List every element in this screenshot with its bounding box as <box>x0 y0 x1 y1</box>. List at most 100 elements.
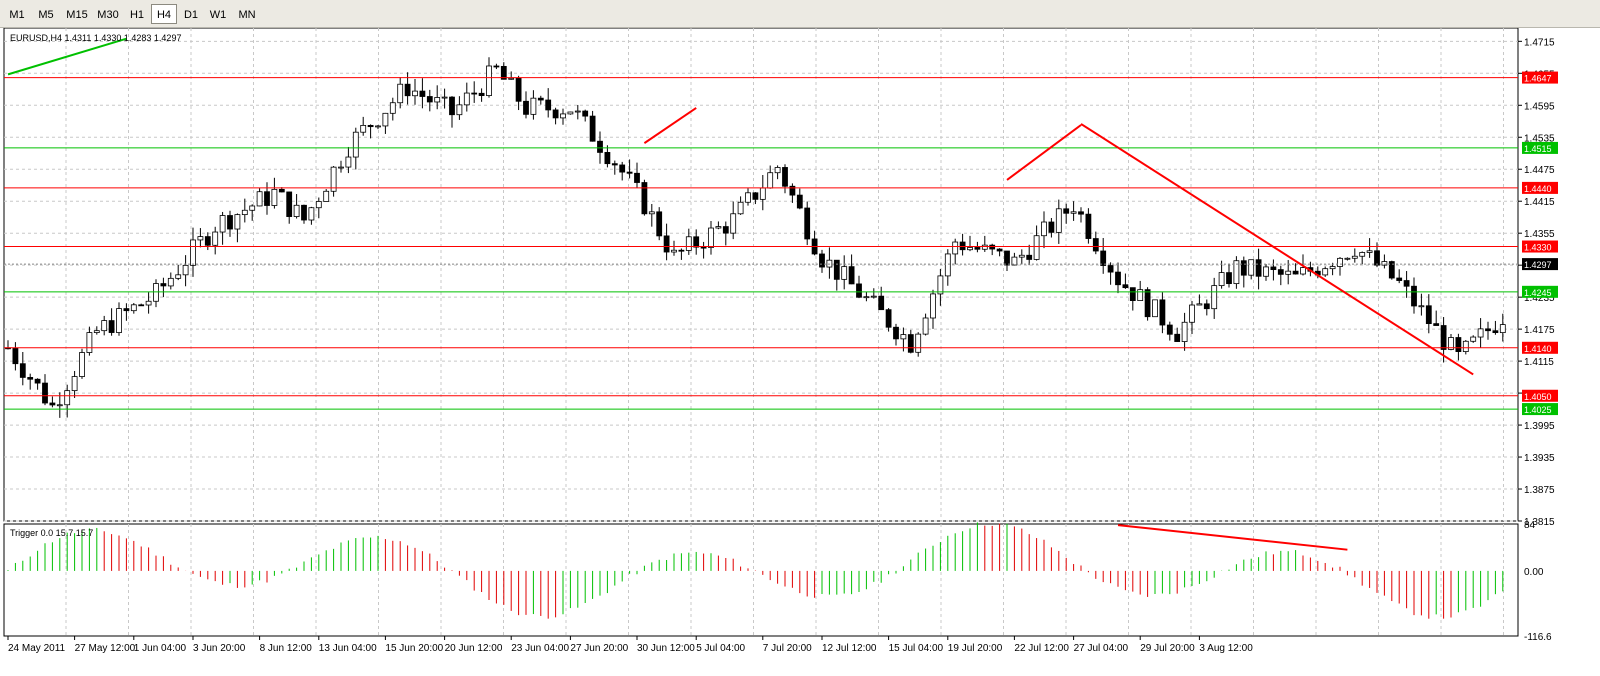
candle-body <box>1085 213 1092 239</box>
level-label: 1.4245 <box>1524 288 1552 298</box>
candle-body <box>27 377 34 380</box>
candle-body <box>264 191 270 206</box>
candle-body <box>841 266 848 280</box>
candle-body <box>360 124 367 133</box>
timeframe-button-mn[interactable]: MN <box>238 9 256 21</box>
candle-body <box>685 236 692 251</box>
candle-body <box>1263 266 1269 277</box>
time-tick-label: 7 Jul 20:00 <box>763 643 812 654</box>
candle-body <box>634 172 640 183</box>
candle-body <box>737 201 744 215</box>
timeframe-button-m15[interactable]: M15 <box>66 9 88 21</box>
candle-body <box>1351 255 1358 259</box>
candle-body <box>567 111 574 115</box>
timeframe-button-h4[interactable]: H4 <box>151 4 177 24</box>
timeframe-button-m5[interactable]: M5 <box>38 9 54 21</box>
candle-body <box>426 96 433 103</box>
candle-body <box>19 363 26 378</box>
candle-body <box>893 326 899 340</box>
candle-body <box>1448 337 1454 350</box>
candle-body <box>759 187 766 200</box>
candle-body <box>656 211 663 237</box>
candle-body <box>545 99 552 111</box>
candle-body <box>611 163 618 166</box>
time-tick-label: 22 Jul 12:00 <box>1014 643 1069 654</box>
candle-body <box>1470 336 1477 342</box>
candle-body <box>382 112 389 127</box>
candle-body <box>397 83 404 104</box>
candle-body <box>1152 299 1158 318</box>
candle-body <box>352 131 359 158</box>
time-tick-label: 27 Jul 04:00 <box>1074 643 1129 654</box>
timeframe-button-h1[interactable]: H1 <box>129 9 145 21</box>
candle-body <box>1499 324 1506 334</box>
timeframe-button-m1[interactable]: M1 <box>9 9 25 21</box>
candle-body <box>1129 287 1136 302</box>
candle-body <box>278 188 285 193</box>
candle-body <box>1159 299 1166 326</box>
candle-body <box>1285 270 1292 275</box>
candle-body <box>1485 328 1491 332</box>
candle-body <box>175 274 182 279</box>
level-label-bg <box>1522 181 1558 194</box>
candle-body <box>145 300 152 306</box>
candle-body <box>1270 266 1277 271</box>
candle-body <box>752 192 759 200</box>
candle-body <box>863 296 870 299</box>
candle-body <box>116 308 122 333</box>
level-label-bg <box>1522 240 1558 253</box>
candle-body <box>345 156 352 168</box>
candle-body <box>34 378 41 384</box>
candle-body <box>138 304 145 307</box>
candle-body <box>486 65 492 97</box>
price-tick-label: 1.4115 <box>1524 357 1554 368</box>
candle-body <box>12 347 19 365</box>
candle-body <box>796 194 803 209</box>
candle-body <box>767 172 774 189</box>
current-price-label: 1.4297 <box>1524 260 1552 270</box>
candle-body <box>1374 250 1380 266</box>
candle-body <box>693 236 700 248</box>
candle-body <box>93 330 100 333</box>
timeframe-button-d1[interactable]: D1 <box>183 9 199 21</box>
level-label: 1.4440 <box>1524 184 1552 194</box>
timeframe-button-m30[interactable]: M30 <box>97 9 119 21</box>
candle-body <box>1078 211 1084 215</box>
candle-body <box>1440 325 1447 350</box>
candle-body <box>367 124 374 128</box>
candle-body <box>700 246 707 249</box>
timeframe-button-w1[interactable]: W1 <box>209 9 227 21</box>
candle-body <box>626 171 633 174</box>
candle-body <box>1425 305 1432 325</box>
candle-body <box>1226 272 1232 285</box>
candle-body <box>974 247 981 250</box>
candle-body <box>190 239 196 266</box>
candle-body <box>1063 208 1070 214</box>
time-tick-label: 15 Jun 20:00 <box>385 643 443 654</box>
candle-body <box>153 283 159 302</box>
level-label: 1.4330 <box>1524 243 1552 253</box>
candle-body <box>804 207 811 240</box>
candle-body <box>1048 221 1055 233</box>
price-tick-label: 1.4415 <box>1524 197 1555 208</box>
trendline <box>7 37 127 76</box>
candle-body <box>1255 259 1262 277</box>
candle-body <box>1018 254 1025 258</box>
symbol-label: EURUSD,H4 1.4311 1.4330 1.4283 1.4297 <box>10 33 181 43</box>
candle-body <box>1189 304 1195 323</box>
candle-body <box>715 226 722 229</box>
candle-body <box>419 90 426 97</box>
candle-body <box>833 259 840 280</box>
candle-body <box>256 191 263 207</box>
candle-body <box>1388 261 1395 279</box>
chart-canvas[interactable]: 1.47151.46551.45951.45351.44751.44151.43… <box>0 28 1600 676</box>
price-tick-label: 1.3935 <box>1524 453 1555 464</box>
candle-body <box>412 90 418 97</box>
candle-body <box>619 164 626 173</box>
candle-body <box>967 247 973 251</box>
candle-body <box>856 283 862 298</box>
candle-body <box>915 333 922 353</box>
candle-body <box>1174 333 1181 342</box>
candle-body <box>1100 250 1107 266</box>
indicator-tick-label: 0.00 <box>1524 567 1544 578</box>
